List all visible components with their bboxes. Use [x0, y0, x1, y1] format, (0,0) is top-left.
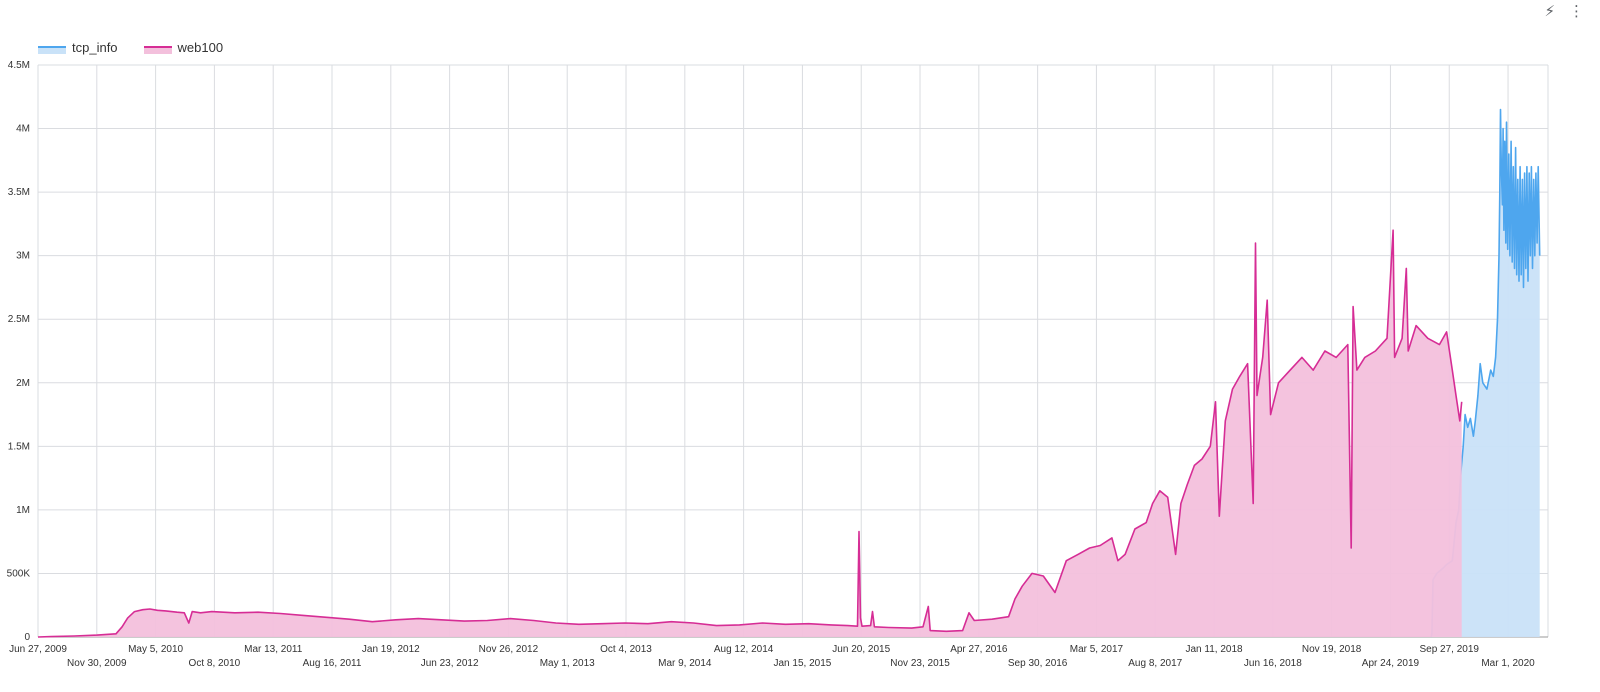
- series-area-web100: [38, 230, 1462, 637]
- legend-swatch-web100: [143, 45, 172, 54]
- legend-label-web100: web100: [177, 40, 224, 55]
- y-tick-label: 2M: [16, 378, 30, 389]
- y-tick-label: 1M: [16, 505, 30, 516]
- more-vert-icon[interactable]: ⋮: [1569, 3, 1584, 20]
- x-tick-label: Mar 1, 2020: [1481, 658, 1535, 669]
- y-tick-label: 4M: [16, 124, 30, 135]
- x-tick-label: Aug 8, 2017: [1128, 658, 1182, 669]
- x-tick-label: Nov 19, 2018: [1302, 644, 1362, 655]
- x-tick-label: Aug 16, 2011: [303, 658, 362, 669]
- x-tick-label: Oct 4, 2013: [600, 644, 652, 655]
- x-tick-label: Oct 8, 2010: [189, 658, 241, 669]
- x-tick-label: Jun 23, 2012: [421, 658, 479, 669]
- x-tick-label: Mar 9, 2014: [658, 658, 712, 669]
- x-tick-label: Sep 27, 2019: [1419, 644, 1479, 655]
- x-tick-label: Jun 27, 2009: [9, 644, 67, 655]
- x-tick-label: Jan 11, 2018: [1185, 644, 1243, 655]
- x-tick-label: Mar 13, 2011: [244, 644, 303, 655]
- bolt-icon[interactable]: ⚡: [1544, 3, 1555, 20]
- y-tick-label: 1.5M: [8, 441, 30, 452]
- x-tick-label: Jan 19, 2012: [362, 644, 420, 655]
- chart-toolbar: ⚡ ⋮: [1544, 2, 1584, 20]
- y-tick-label: 500K: [7, 568, 31, 579]
- series-line-web100: [37, 229, 1463, 638]
- x-tick-label: Sep 30, 2016: [1008, 658, 1068, 669]
- x-tick-label: May 1, 2013: [540, 658, 595, 669]
- x-tick-label: Nov 26, 2012: [479, 644, 539, 655]
- y-tick-label: 3.5M: [8, 187, 30, 198]
- legend-swatch-tcp-info: [38, 45, 66, 54]
- legend-item-web100[interactable]: web100: [143, 40, 224, 55]
- series-line-tcp_info: [1430, 108, 1541, 638]
- y-tick-label: 0: [24, 632, 30, 643]
- legend-label-tcp-info: tcp_info: [72, 40, 118, 55]
- legend-item-tcp-info[interactable]: tcp_info: [38, 40, 118, 55]
- x-tick-label: Mar 5, 2017: [1070, 644, 1124, 655]
- x-tick-label: Jun 16, 2018: [1244, 658, 1302, 669]
- x-tick-label: May 5, 2010: [128, 644, 183, 655]
- y-tick-label: 2.5M: [8, 314, 30, 325]
- x-tick-label: Nov 23, 2015: [890, 658, 950, 669]
- x-tick-label: Apr 27, 2016: [950, 644, 1008, 655]
- x-tick-label: Apr 24, 2019: [1362, 658, 1420, 669]
- y-tick-label: 3M: [16, 251, 30, 262]
- x-tick-label: Aug 12, 2014: [714, 644, 774, 655]
- x-tick-label: Nov 30, 2009: [67, 658, 127, 669]
- chart-legend: tcp_info web100: [38, 40, 223, 55]
- x-tick-label: Jan 15, 2015: [774, 658, 832, 669]
- y-tick-label: 4.5M: [8, 60, 30, 71]
- x-tick-label: Jun 20, 2015: [832, 644, 890, 655]
